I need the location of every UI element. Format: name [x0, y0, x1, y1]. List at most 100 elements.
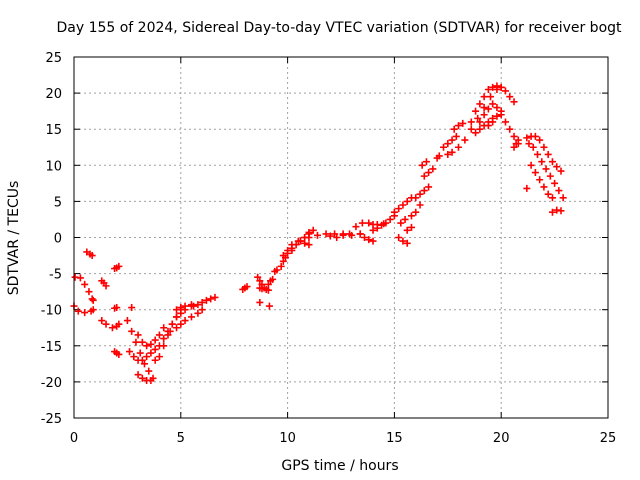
data-point [147, 340, 155, 348]
data-point [128, 304, 136, 312]
data-point [134, 371, 142, 379]
data-point [132, 338, 140, 346]
data-marks [70, 82, 567, 384]
data-point [194, 309, 202, 317]
data-point [151, 345, 159, 353]
data-point [435, 152, 443, 160]
data-point [425, 169, 433, 177]
data-point [138, 374, 146, 382]
data-point [450, 125, 458, 133]
series-arc-d [98, 277, 110, 290]
data-point [412, 194, 420, 202]
series-arc-t [254, 273, 266, 288]
data-point [160, 324, 168, 332]
data-point [523, 184, 531, 192]
data-point [480, 122, 488, 130]
data-point [360, 234, 368, 241]
data-point [489, 83, 497, 91]
data-point [173, 306, 181, 314]
data-point [548, 208, 556, 216]
data-point [440, 143, 448, 151]
series-arc-k [134, 371, 157, 384]
data-point [489, 114, 497, 122]
data-point [155, 353, 163, 361]
data-point [89, 306, 97, 314]
data-point [420, 172, 428, 180]
series-arc-e [111, 262, 123, 273]
series-arc-ax [472, 114, 497, 137]
data-point [151, 356, 159, 364]
data-point [553, 163, 561, 171]
data-point [211, 293, 219, 301]
data-point [523, 134, 531, 142]
data-point [467, 118, 475, 126]
series-arc-s [239, 283, 251, 293]
series-arc-b [71, 273, 97, 304]
data-point [529, 143, 537, 151]
data-point [559, 194, 567, 202]
data-point [151, 336, 159, 344]
data-point [557, 207, 565, 215]
data-point [273, 266, 281, 274]
data-point [542, 165, 550, 173]
data-point [288, 244, 296, 252]
series-arc-j [126, 345, 159, 364]
data-point [484, 85, 492, 93]
data-point [487, 93, 495, 101]
data-point [173, 313, 181, 321]
data-point [168, 320, 176, 328]
data-point [452, 132, 460, 140]
x-tick-label: 15 [386, 431, 403, 446]
data-point [512, 140, 520, 148]
x-tick-label: 25 [600, 431, 617, 446]
data-point [358, 219, 366, 227]
data-point [493, 104, 501, 112]
data-point [98, 317, 106, 325]
data-point [160, 335, 168, 343]
data-point [333, 234, 341, 241]
data-point [403, 197, 411, 205]
data-point [88, 295, 96, 303]
data-point [472, 107, 480, 115]
series-arc-f [111, 304, 121, 312]
data-point [416, 201, 424, 209]
data-point [538, 158, 546, 166]
series-arc-l [128, 304, 136, 312]
data-point [501, 118, 509, 126]
data-point [514, 136, 522, 144]
series-arc-ak [403, 223, 415, 234]
series-arc-ag [356, 230, 377, 245]
series-arc-ae [326, 230, 354, 241]
series-arc-c [83, 248, 96, 260]
y-tick-label: -20 [41, 376, 62, 391]
data-point [429, 165, 437, 173]
series-arc-ar [450, 119, 467, 133]
data-point [264, 280, 272, 288]
series-arc-i [123, 317, 153, 375]
data-point [194, 301, 202, 309]
data-point [369, 226, 377, 234]
x-tick-label: 10 [279, 431, 296, 446]
x-tick-label: 5 [177, 431, 185, 446]
data-point [155, 342, 163, 350]
data-point [548, 158, 556, 166]
x-tick-label: 0 [70, 431, 78, 446]
data-point [126, 348, 134, 356]
data-point [493, 112, 501, 120]
data-point [480, 111, 488, 119]
series-arc-as [444, 148, 456, 158]
data-point [407, 223, 415, 231]
data-point [527, 161, 535, 169]
data-point [352, 223, 360, 231]
data-point [254, 273, 262, 281]
series-arc-az [523, 132, 565, 175]
y-tick-label: 10 [45, 159, 62, 174]
series-arc-ap [433, 152, 443, 162]
series-arc-u [256, 284, 272, 294]
series-arc-ba [525, 140, 567, 202]
data-point [243, 283, 251, 291]
plot-frame [73, 56, 609, 419]
data-point [102, 320, 110, 328]
series-arc-bb [527, 161, 556, 202]
